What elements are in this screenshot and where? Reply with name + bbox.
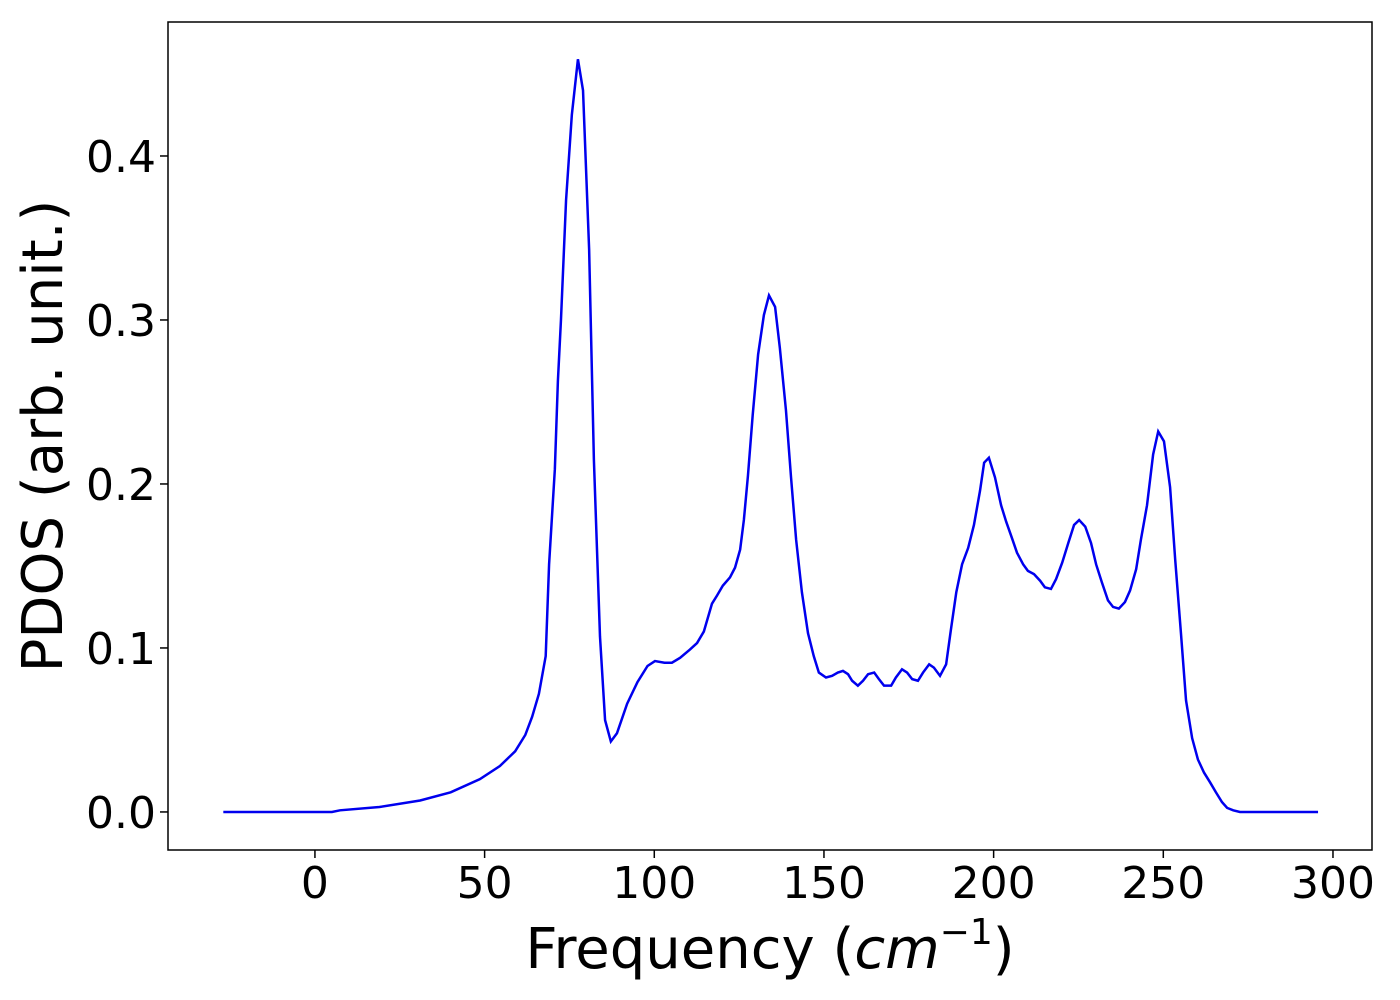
y-axis-label: PDOS (arb. unit.): [11, 200, 76, 673]
x-tick-label: 50: [457, 858, 513, 909]
x-label-part: ): [993, 917, 1015, 982]
y-tick-label: 0.3: [86, 296, 156, 347]
x-tick-label: 150: [782, 858, 866, 909]
y-tick-label: 0.1: [86, 624, 156, 675]
x-tick-label: 200: [952, 858, 1036, 909]
x-tick-label: 300: [1291, 858, 1375, 909]
x-label-exponent: −1: [940, 912, 993, 953]
y-tick-label: 0.2: [86, 460, 156, 511]
x-tick-label: 250: [1121, 858, 1205, 909]
y-tick-label: 0.4: [86, 132, 156, 183]
x-tick-label: 100: [612, 858, 696, 909]
plot-frame: [167, 21, 1373, 851]
x-label-unit: cm: [854, 917, 939, 982]
x-label-part: Frequency (: [525, 917, 854, 982]
y-tick-label: 0.0: [86, 788, 156, 839]
x-tick-label: 0: [301, 858, 329, 909]
x-axis-label: Frequency (cm−1): [525, 912, 1014, 982]
line-series: [223, 59, 1319, 814]
